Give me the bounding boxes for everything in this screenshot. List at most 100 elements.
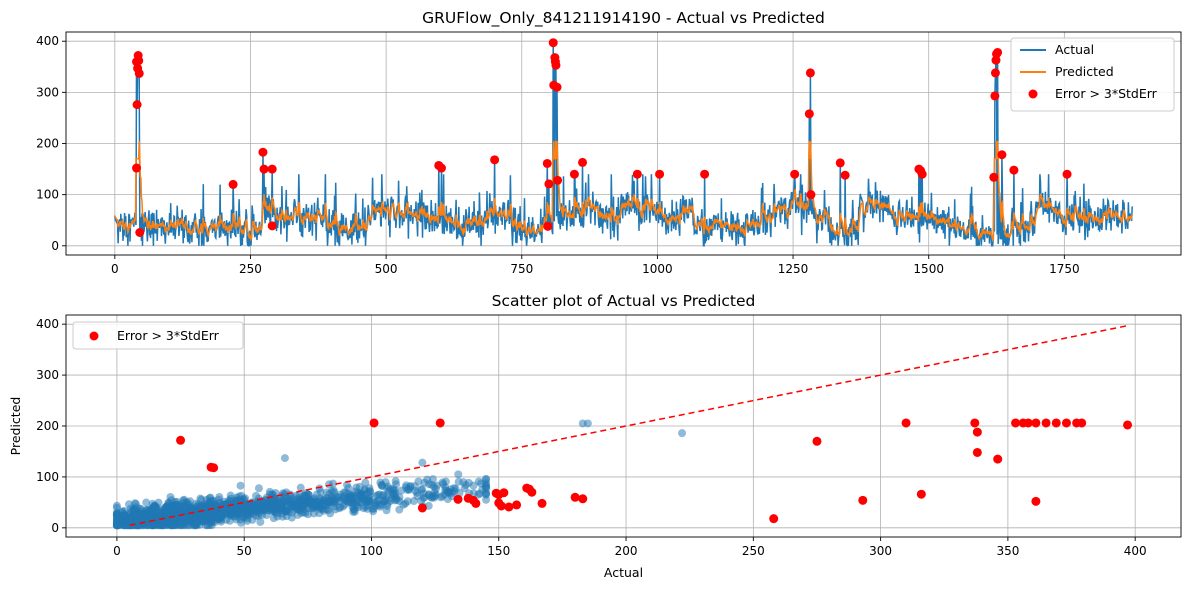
scatter-error-point (1061, 418, 1071, 428)
scatter-point (323, 498, 332, 507)
scatter-point (388, 491, 397, 500)
x-tick-label: 250 (742, 544, 765, 558)
scatter-point (226, 491, 235, 500)
scatter-point (232, 507, 241, 516)
scatter-legend: Error > 3*StdErr (72, 321, 244, 350)
scatter-point (171, 516, 180, 525)
scatter-error-point (570, 492, 580, 502)
error-point (997, 150, 1007, 160)
scatter-point (157, 520, 166, 529)
error-point (1062, 169, 1072, 179)
error-point (840, 170, 850, 180)
x-tick-label: 50 (237, 544, 252, 558)
scatter-point (236, 481, 245, 490)
error-point (569, 169, 579, 179)
scatter-error-point (812, 436, 822, 446)
x-tick-label: 1500 (913, 262, 944, 276)
scatter-ticks: 0 50 100 150 200 250 300 350 400 0 100 200 300 400 (36, 317, 1147, 558)
scatter-point (478, 485, 487, 494)
scatter-point (142, 498, 151, 507)
scatter-point (304, 510, 313, 519)
scatter-point (335, 504, 344, 513)
scatter-point (112, 501, 121, 510)
y-axis-label: Predicted (8, 397, 23, 456)
scatter-point (336, 490, 345, 499)
scatter-point (215, 492, 224, 501)
scatter-point (131, 511, 140, 520)
legend-box (1010, 37, 1175, 112)
scatter-error-point (537, 498, 547, 508)
scatter-point (366, 487, 375, 496)
scatter-point (420, 478, 429, 487)
scatter-point (131, 521, 140, 530)
timeseries-title: GRUFlow_Only_841211914190 - Actual vs Pr… (422, 9, 825, 28)
error-point (806, 190, 816, 200)
scatter-point (406, 481, 415, 490)
error-point (989, 172, 999, 182)
scatter-point (444, 487, 453, 496)
scatter-point (240, 503, 249, 512)
x-tick-label: 500 (375, 262, 398, 276)
x-tick-label: 0 (111, 262, 119, 276)
scatter-error-point (504, 502, 514, 512)
scatter-point (221, 506, 230, 515)
scatter-point (375, 490, 384, 499)
error-point (804, 109, 814, 119)
error-point (132, 100, 142, 110)
scatter-points (112, 419, 687, 530)
scatter-point (130, 505, 139, 514)
error-point (553, 175, 563, 185)
error-point (267, 221, 277, 231)
error-point (259, 164, 269, 174)
scatter-point (162, 506, 171, 515)
x-axis-label: Actual (604, 565, 643, 580)
error-point (990, 91, 1000, 101)
scatter-point (291, 500, 300, 509)
x-tick-label: 400 (1124, 544, 1147, 558)
legend-label-predicted: Predicted (1055, 64, 1114, 79)
x-tick-label: 0 (113, 544, 121, 558)
legend-label-error: Error > 3*StdErr (117, 328, 220, 343)
scatter-point (177, 517, 186, 526)
scatter-point (430, 493, 439, 502)
scatter-point (365, 497, 374, 506)
scatter-point (469, 481, 478, 490)
scatter-point (293, 510, 302, 519)
error-point (632, 169, 642, 179)
error-point (228, 179, 238, 189)
scatter-error-point (512, 500, 522, 510)
error-point (543, 221, 553, 231)
scatter-point (222, 515, 231, 524)
scatter-point (236, 515, 245, 524)
legend-box (72, 321, 244, 350)
scatter-error-point (1041, 418, 1051, 428)
scatter-point (419, 489, 428, 498)
scatter-error-point (417, 503, 427, 513)
x-tick-label: 1750 (1049, 262, 1080, 276)
x-tick-label: 300 (869, 544, 892, 558)
error-point (548, 38, 558, 48)
scatter-point (395, 505, 404, 514)
scatter-error-point (972, 427, 982, 437)
timeseries-legend: Actual Predicted Error > 3*StdErr (1010, 37, 1175, 112)
x-tick-label: 100 (360, 544, 383, 558)
scatter-point (297, 502, 306, 511)
scatter-point (310, 502, 319, 511)
error-point (490, 155, 500, 165)
scatter-point (583, 419, 592, 428)
error-point (551, 60, 561, 70)
scatter-point (461, 481, 470, 490)
series-predicted (114, 140, 1133, 242)
scatter-point (112, 515, 121, 524)
scatter-error-point (209, 463, 219, 473)
scatter-point (678, 429, 687, 438)
scatter-error-point (916, 489, 926, 499)
y-tick-label: 100 (36, 188, 59, 202)
scatter-error-points (176, 418, 1133, 524)
scatter-error-point (901, 418, 911, 428)
scatter-point (257, 505, 266, 514)
scatter-point (120, 511, 129, 520)
scatter-point (296, 483, 305, 492)
legend-swatch-error (89, 331, 99, 341)
x-tick-label: 200 (615, 544, 638, 558)
